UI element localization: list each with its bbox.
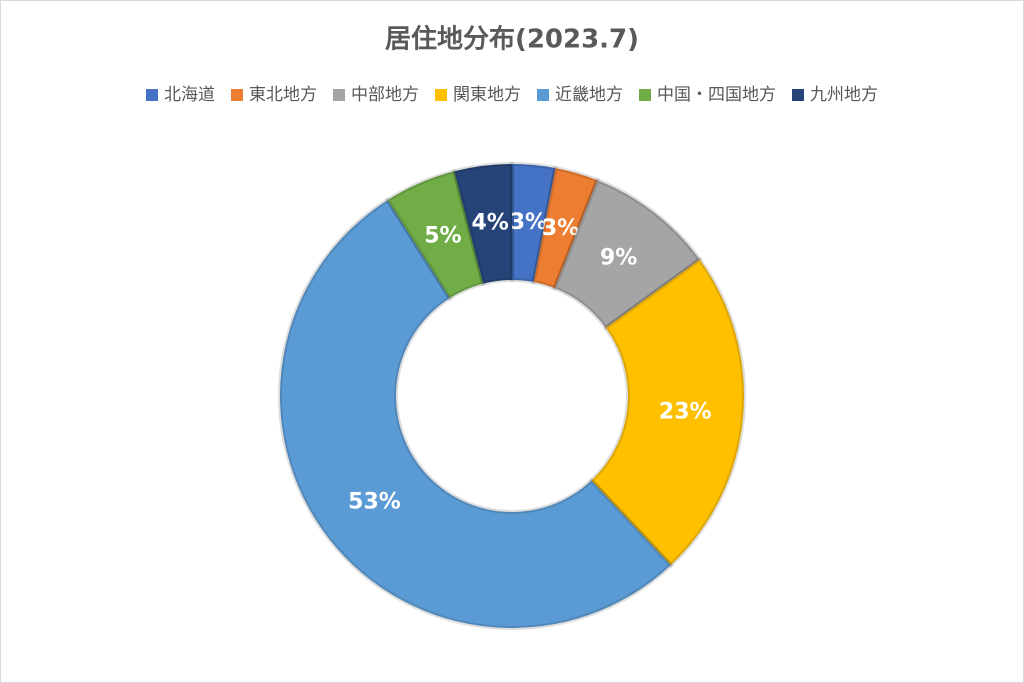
- doughnut-segment: [278, 197, 674, 630]
- legend-swatch: [435, 89, 447, 101]
- doughnut-segment: [588, 256, 746, 568]
- legend: 北海道 東北地方 中部地方 関東地方 近畿地方 中国・四国地方 九州地方: [146, 85, 878, 105]
- legend-label: 北海道: [164, 85, 215, 105]
- legend-label: 近畿地方: [555, 85, 623, 105]
- legend-label: 関東地方: [453, 85, 521, 105]
- value-label: 4%: [472, 210, 509, 235]
- legend-label: 九州地方: [810, 85, 878, 105]
- legend-swatch: [146, 89, 158, 101]
- legend-swatch: [639, 89, 651, 101]
- value-label: 3%: [542, 216, 579, 241]
- value-label: 9%: [600, 246, 637, 271]
- legend-swatch: [792, 89, 804, 101]
- value-label: 3%: [510, 210, 547, 235]
- value-label: 53%: [348, 490, 401, 515]
- legend-label: 東北地方: [249, 85, 317, 105]
- value-label: 23%: [659, 399, 712, 424]
- legend-swatch: [231, 89, 243, 101]
- doughnut-segment: [510, 161, 558, 285]
- doughnut-segment: [451, 161, 514, 287]
- chart-title: 居住地分布(2023.7): [385, 24, 639, 55]
- legend-label: 中国・四国地方: [657, 85, 776, 105]
- legend-swatch: [333, 89, 345, 101]
- doughnut-segment: [552, 177, 703, 331]
- value-label: 5%: [424, 223, 461, 248]
- legend-label: 中部地方: [351, 85, 419, 105]
- legend-swatch: [537, 89, 549, 101]
- doughnut-segment: [531, 165, 601, 291]
